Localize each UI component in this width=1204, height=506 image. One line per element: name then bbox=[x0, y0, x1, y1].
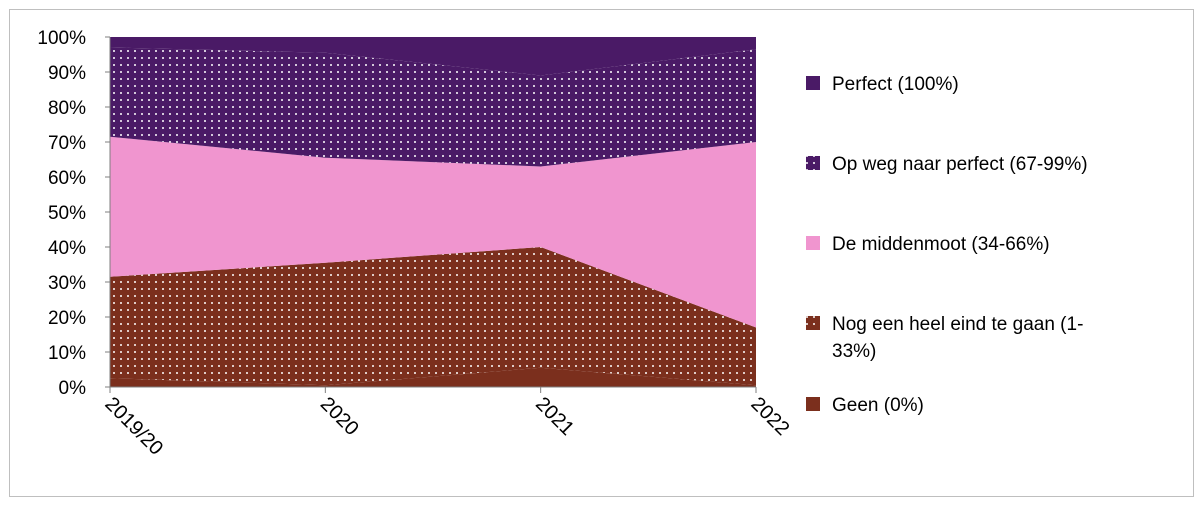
x-tick-label: 2020 bbox=[316, 393, 363, 440]
area-layers bbox=[110, 37, 756, 387]
legend-item-3: De middenmoot (34-66%) bbox=[806, 234, 1050, 255]
legend-item-4: Nog een heel eind te gaan (1- 33%) bbox=[806, 314, 1083, 362]
area-geen-0 bbox=[110, 367, 756, 387]
legend: Perfect (100%) Op weg naar perfect (67-99… bbox=[806, 74, 1088, 416]
legend-label: Op weg naar perfect (67-99%) bbox=[832, 154, 1088, 175]
area-nog-een-heel-eind-te-gaan-1-33-dots bbox=[110, 247, 756, 386]
area-de-middenmoot-34-66 bbox=[110, 136, 756, 328]
legend-item-5: Geen (0%) bbox=[806, 395, 924, 416]
area-op-weg-naar-perfect-67-99-dots bbox=[110, 47, 756, 167]
y-tick-label: 70% bbox=[48, 133, 86, 154]
legend-swatch bbox=[806, 76, 820, 90]
legend-swatch bbox=[806, 397, 820, 411]
y-tick-label: 0% bbox=[59, 378, 87, 399]
legend-swatch bbox=[806, 236, 820, 250]
y-tick-label: 50% bbox=[48, 203, 86, 224]
y-tick-label: 100% bbox=[37, 28, 86, 49]
legend-label: Geen (0%) bbox=[832, 395, 924, 416]
y-tick-label: 20% bbox=[48, 308, 86, 329]
legend-swatch-dots bbox=[806, 156, 820, 170]
x-tick-label: 2019/20 bbox=[100, 393, 167, 460]
y-tick-label: 60% bbox=[48, 168, 86, 189]
legend-label: Perfect (100%) bbox=[832, 74, 959, 95]
y-tick-labels: 0% 10% 20% 30% 40% 50% 60% 70% 80% 90% 100% bbox=[37, 28, 86, 399]
legend-item-2: Op weg naar perfect (67-99%) bbox=[806, 154, 1088, 175]
x-tick-labels: 2019/20 2020 2021 2022 bbox=[100, 393, 793, 460]
area-perfect-100 bbox=[110, 37, 756, 76]
legend-swatch-dots bbox=[806, 316, 820, 330]
y-tick-label: 40% bbox=[48, 238, 86, 259]
y-tick-label: 80% bbox=[48, 98, 86, 119]
y-tick-label: 90% bbox=[48, 63, 86, 84]
legend-label: 33%) bbox=[832, 341, 876, 362]
x-tick-label: 2022 bbox=[746, 393, 793, 440]
legend-item-1: Perfect (100%) bbox=[806, 74, 959, 95]
y-tick-label: 10% bbox=[48, 343, 86, 364]
y-tick-label: 30% bbox=[48, 273, 86, 294]
legend-label: De middenmoot (34-66%) bbox=[832, 234, 1050, 255]
x-tick-label: 2021 bbox=[531, 393, 578, 440]
axes bbox=[105, 36, 757, 393]
legend-label: Nog een heel eind te gaan (1- bbox=[832, 314, 1083, 335]
